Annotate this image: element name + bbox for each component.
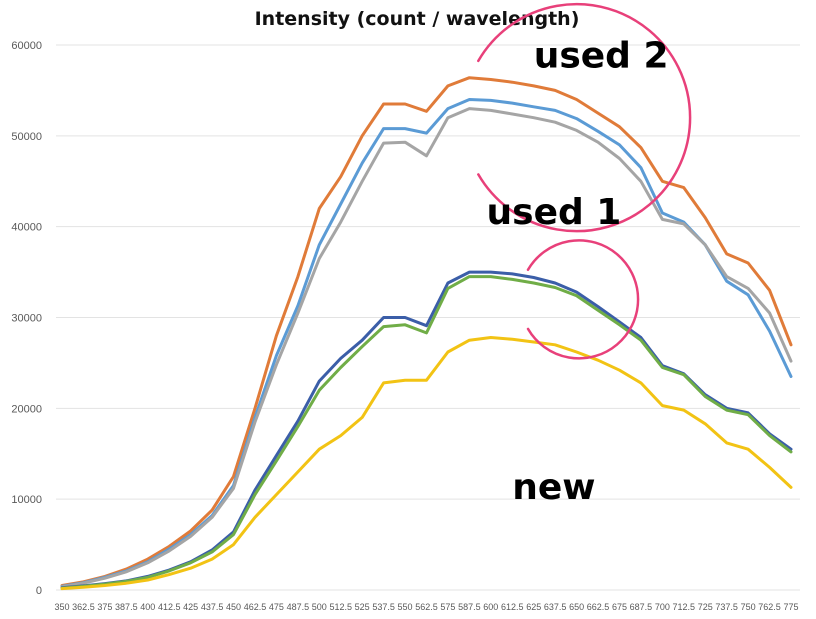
x-tick-label: 500 (312, 602, 327, 612)
highlight-circle-2 (526, 239, 640, 360)
x-tick-label: 712.5 (673, 602, 696, 612)
annotation-3: new (512, 467, 595, 508)
x-tick-label: 762.5 (758, 602, 781, 612)
x-tick-label: 687.5 (630, 602, 653, 612)
y-tick-label: 0 (36, 585, 42, 597)
series-lines (60, 76, 793, 591)
x-tick-label: 662.5 (587, 602, 610, 612)
annotation-1: used 2 (534, 36, 669, 77)
x-tick-label: 587.5 (458, 602, 481, 612)
x-tick-label: 487.5 (287, 602, 310, 612)
grid-lines (56, 44, 800, 591)
x-tick-label: 675 (612, 602, 627, 612)
x-tick-label: 400 (140, 602, 155, 612)
y-tick-label: 10000 (11, 494, 42, 506)
x-tick-label: 575 (440, 602, 455, 612)
x-tick-label: 700 (655, 602, 670, 612)
x-tick-label: 750 (741, 602, 756, 612)
x-tick-label: 650 (569, 602, 584, 612)
x-tick-label: 600 (483, 602, 498, 612)
series-line-6 (60, 336, 793, 591)
x-tick-label: 512.5 (329, 602, 352, 612)
x-tick-label: 450 (226, 602, 241, 612)
y-tick-label: 30000 (11, 313, 42, 325)
x-tick-label: 737.5 (715, 602, 738, 612)
highlight-circle-1 (477, 2, 692, 233)
x-tick-label: 375 (97, 602, 112, 612)
x-tick-label: 412.5 (158, 602, 181, 612)
series-line-3 (60, 107, 793, 589)
x-tick-label: 625 (526, 602, 541, 612)
x-tick-label: 425 (183, 602, 198, 612)
x-tick-label: 725 (698, 602, 713, 612)
y-tick-label: 40000 (11, 222, 42, 234)
series-line-2 (60, 98, 793, 588)
y-tick-label: 50000 (11, 131, 42, 143)
series-line-4 (60, 270, 793, 590)
chart-title: Intensity (count / wavelength) (255, 8, 580, 30)
annotation-2: used 1 (487, 192, 622, 233)
x-axis-ticks: 350 362.5 375 387.5 400 412.5 425 437.5 450 462.5… (54, 602, 798, 612)
y-tick-label: 60000 (11, 40, 42, 52)
x-tick-label: 550 (398, 602, 413, 612)
x-tick-label: 775 (783, 602, 798, 612)
x-tick-label: 637.5 (544, 602, 567, 612)
x-tick-label: 562.5 (415, 602, 438, 612)
x-tick-label: 387.5 (115, 602, 138, 612)
annotations: used 2 used 1 new (487, 36, 669, 508)
x-tick-label: 350 (54, 602, 69, 612)
x-tick-label: 462.5 (244, 602, 267, 612)
x-tick-label: 362.5 (72, 602, 95, 612)
series-line-5 (60, 275, 793, 590)
y-tick-label: 20000 (11, 403, 42, 415)
x-tick-label: 475 (269, 602, 284, 612)
x-tick-label: 525 (355, 602, 370, 612)
highlight-circles (477, 2, 692, 360)
x-tick-label: 437.5 (201, 602, 224, 612)
x-tick-label: 612.5 (501, 602, 524, 612)
y-axis-ticks: 0 10000 20000 30000 40000 50000 60000 (11, 40, 42, 597)
x-tick-label: 537.5 (372, 602, 395, 612)
